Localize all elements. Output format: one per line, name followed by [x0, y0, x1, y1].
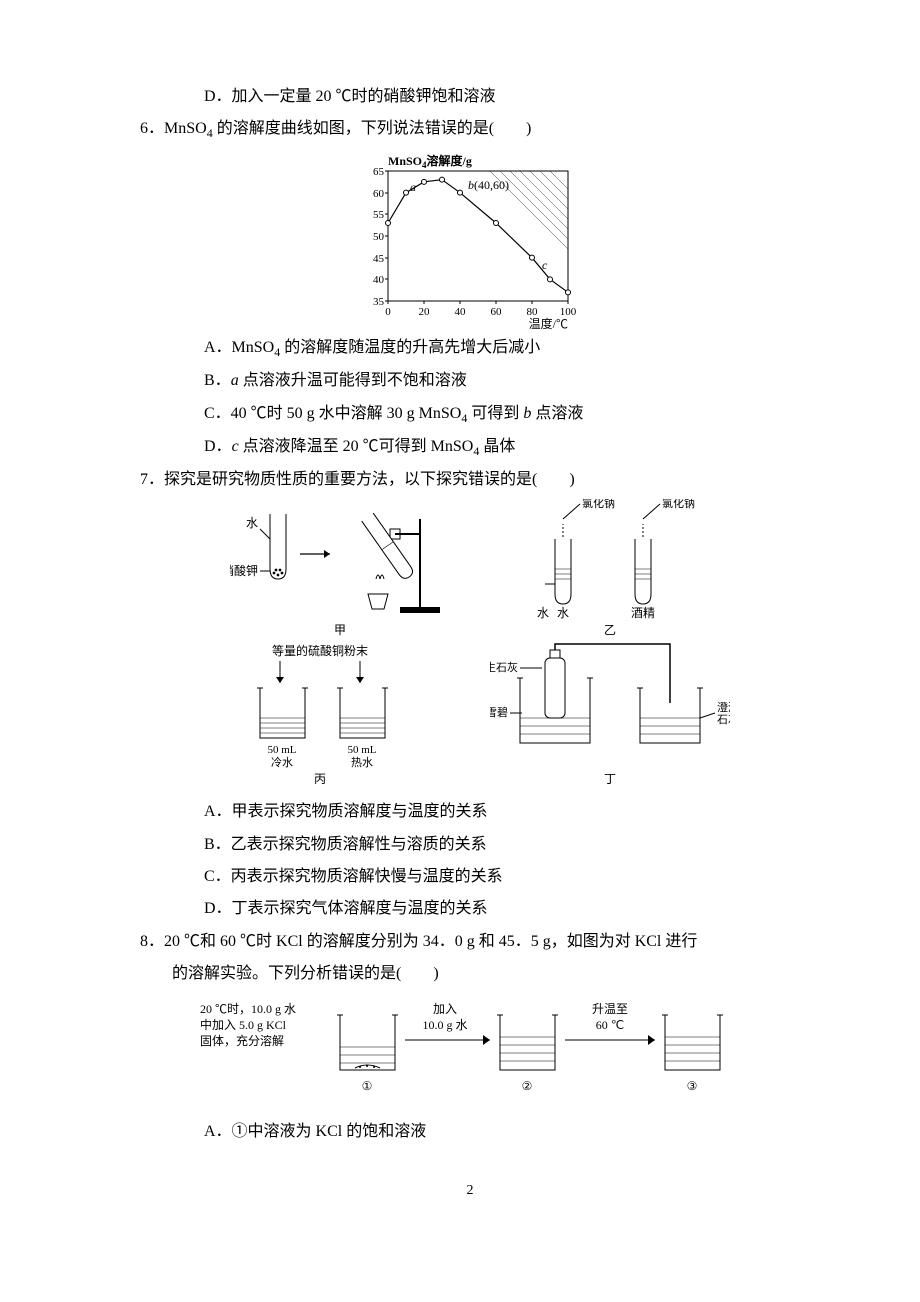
q8-stem2: 的溶解实验。下列分析错误的是( )	[140, 959, 800, 989]
svg-text:固体，充分溶解: 固体，充分溶解	[200, 1033, 284, 1048]
svg-text:等量的硫酸铜粉末: 等量的硫酸铜粉末	[272, 643, 368, 658]
prev-option-d: D．加入一定量 20 ℃时的硝酸钾饱和溶液	[140, 82, 800, 112]
fig-ding: 生石灰 雪碧 澄清 石灰水 丁	[490, 643, 730, 793]
q6-B: B．a 点溶液升温可能得到不饱和溶液	[140, 366, 800, 396]
q6-D: D．c 点溶液降温至 20 ℃可得到 MnSO4 晶体	[140, 432, 800, 463]
q7: 7． 探究是研究物质性质的重要方法，以下探究错误的是( )	[140, 465, 800, 495]
svg-text:35: 35	[373, 296, 385, 308]
svg-text:50 mL: 50 mL	[347, 744, 376, 756]
label-a: a	[410, 180, 416, 194]
svg-text:45: 45	[373, 253, 385, 265]
svg-text:②: ②	[522, 1079, 533, 1093]
q7-num: 7．	[140, 465, 164, 495]
svg-text:水: 水	[557, 606, 569, 620]
q7-fig-row2: 等量的硫酸铜粉末 50 mL 冷水 50 mL 热水 丙	[140, 643, 800, 793]
xticks: 0 20 40 60 80 100	[385, 301, 577, 318]
svg-text:澄清: 澄清	[717, 700, 730, 714]
svg-text:硝酸钾: 硝酸钾	[230, 563, 258, 578]
svg-text:丁: 丁	[604, 772, 616, 786]
q6-C: C．40 ℃时 50 g 水中溶解 30 g MnSO4 可得到 b 点溶液	[140, 399, 800, 430]
svg-text:10.0 g 水: 10.0 g 水	[422, 1018, 467, 1032]
q7-B: B．乙表示探究物质溶解性与溶质的关系	[140, 830, 800, 860]
svg-text:60: 60	[373, 188, 385, 200]
q8-A: A．①中溶液为 KCl 的饱和溶液	[140, 1117, 800, 1147]
q6-ylabel: MnSO4溶解度/g	[388, 153, 472, 170]
svg-text:酒精: 酒精	[631, 606, 655, 620]
q6-chart: MnSO4溶解度/g 35 40 45 50 55 60 65	[140, 151, 800, 331]
q8-num: 8．	[140, 927, 164, 957]
svg-text:水: 水	[537, 606, 549, 620]
q7-stem: 探究是研究物质性质的重要方法，以下探究错误的是( )	[164, 465, 800, 495]
svg-text:40: 40	[373, 274, 385, 286]
q7-fig-row1: 水 硝酸钾 甲	[140, 499, 800, 639]
svg-text:20: 20	[419, 306, 431, 318]
svg-text:60 ℃: 60 ℃	[596, 1018, 624, 1032]
q8-fig: 20 ℃时，10.0 g 水 中加入 5.0 g KCl 固体，充分溶解 ① 加…	[140, 995, 800, 1115]
svg-text:65: 65	[373, 166, 385, 178]
svg-text:50 mL: 50 mL	[267, 744, 296, 756]
svg-text:60: 60	[491, 306, 503, 318]
svg-text:氯化钠: 氯化钠	[582, 499, 615, 510]
svg-text:55: 55	[373, 209, 385, 221]
fig-jia: 水 硝酸钾 甲	[230, 499, 450, 639]
q6-num: 6．	[140, 114, 164, 145]
q8: 8． 20 ℃和 60 ℃时 KCl 的溶解度分别为 34．0 g 和 45．5…	[140, 927, 800, 957]
svg-text:水: 水	[246, 516, 258, 530]
svg-text:丙: 丙	[314, 772, 326, 786]
fig-yi: 氯化钠 水 水 氯化钠 酒精 乙	[510, 499, 710, 639]
q6-A: A．MnSO4 的溶解度随温度的升高先增大后减小	[140, 333, 800, 364]
svg-text:石灰水: 石灰水	[717, 712, 730, 726]
q6-stem: MnSO4 的溶解度曲线如图，下列说法错误的是( )	[164, 114, 800, 145]
svg-text:氯化钠: 氯化钠	[662, 499, 695, 510]
q8-stem1: 20 ℃和 60 ℃时 KCl 的溶解度分别为 34．0 g 和 45．5 g，…	[164, 927, 800, 957]
page-number: 2	[140, 1178, 800, 1205]
fig-bing: 等量的硫酸铜粉末 50 mL 冷水 50 mL 热水 丙	[210, 643, 430, 793]
q7-A: A．甲表示探究物质溶解度与温度的关系	[140, 797, 800, 827]
svg-text:热水: 热水	[351, 756, 373, 769]
svg-text:20 ℃时，10.0 g 水: 20 ℃时，10.0 g 水	[200, 1002, 296, 1016]
svg-text:40: 40	[455, 306, 467, 318]
svg-text:生石灰: 生石灰	[490, 660, 518, 674]
q6-xlabel: 温度/℃	[529, 316, 568, 331]
q7-D: D．丁表示探究气体溶解度与温度的关系	[140, 894, 800, 924]
svg-text:③: ③	[687, 1079, 698, 1093]
svg-text:中加入 5.0 g KCl: 中加入 5.0 g KCl	[200, 1017, 287, 1032]
svg-text:冷水: 冷水	[271, 756, 293, 769]
svg-text:加入: 加入	[433, 1002, 457, 1016]
q6: 6． MnSO4 的溶解度曲线如图，下列说法错误的是( )	[140, 114, 800, 145]
svg-text:甲: 甲	[334, 623, 346, 637]
svg-text:0: 0	[385, 306, 391, 318]
svg-text:升温至: 升温至	[592, 1002, 628, 1016]
svg-text:乙: 乙	[604, 623, 616, 637]
label-c: c	[542, 258, 548, 272]
q6-stem-b: 的溶解度曲线如图，下列说法错误的是( )	[213, 120, 532, 137]
svg-text:①: ①	[362, 1079, 373, 1093]
yticks: 35 40 45 50 55 60 65	[373, 166, 388, 308]
q7-C: C．丙表示探究物质溶解快慢与温度的关系	[140, 862, 800, 892]
svg-text:雪碧: 雪碧	[490, 706, 508, 719]
label-b: b(40,60)	[468, 178, 509, 192]
q6-stem-a: MnSO	[164, 120, 207, 137]
svg-text:50: 50	[373, 231, 385, 243]
